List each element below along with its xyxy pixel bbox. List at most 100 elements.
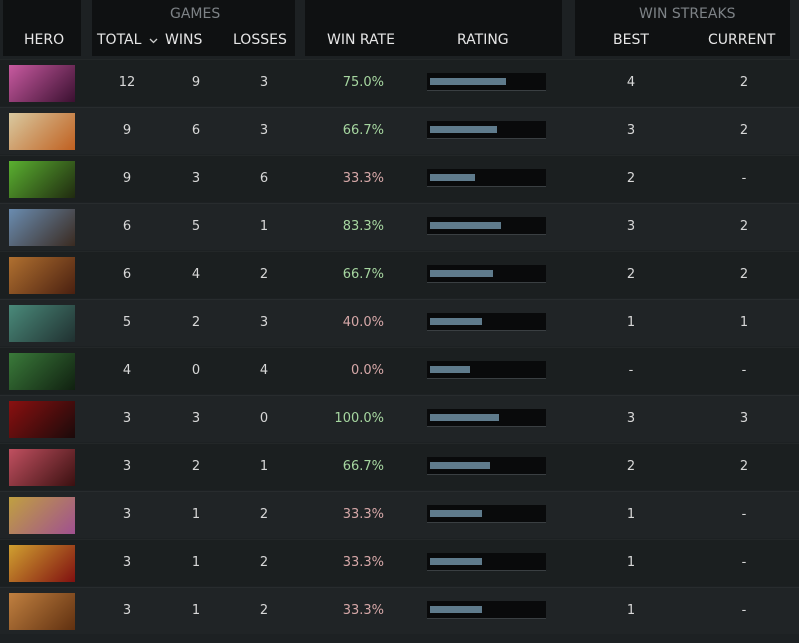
rating-bar — [430, 558, 482, 565]
table-row[interactable]: 3 3 0 3 3 100.0% — [0, 395, 799, 442]
column-header[interactable]: TOTAL — [97, 32, 142, 48]
cell-best: 1 — [626, 555, 636, 570]
cell-current: - — [741, 603, 747, 618]
cell-wins: 3 — [191, 171, 201, 186]
rating-bar — [430, 462, 490, 469]
rating-bar — [430, 222, 502, 229]
hero-portrait — [9, 449, 75, 486]
rating-track — [427, 457, 546, 475]
header-panel — [92, 0, 295, 56]
table-row[interactable]: 3 1 2 1 - 33.3% — [0, 539, 799, 586]
cell-win-rate: 33.3% — [342, 171, 384, 186]
table-row[interactable]: 12 9 3 4 2 75.0% — [0, 59, 799, 106]
cell-total: 9 — [122, 123, 132, 138]
column-header[interactable]: BEST — [613, 32, 649, 48]
cell-losses: 3 — [259, 123, 269, 138]
cell-total: 12 — [118, 75, 136, 90]
header-panel — [305, 0, 562, 56]
cell-current: 3 — [739, 411, 749, 426]
cell-current: - — [741, 363, 747, 378]
cell-win-rate: 66.7% — [342, 267, 384, 282]
hero-portrait — [9, 593, 75, 630]
table-row[interactable]: 4 0 4 - - 0.0% — [0, 347, 799, 394]
rating-track — [427, 361, 546, 379]
cell-losses: 3 — [259, 315, 269, 330]
hero-portrait — [9, 161, 75, 198]
rating-track — [427, 121, 546, 139]
cell-win-rate: 75.0% — [342, 75, 384, 90]
column-header[interactable]: WIN RATE — [327, 32, 395, 48]
rating-bar — [430, 606, 482, 613]
cell-best: 1 — [626, 603, 636, 618]
cell-win-rate: 100.0% — [334, 411, 384, 426]
rating-bar — [430, 174, 476, 181]
cell-current: - — [741, 171, 747, 186]
cell-wins: 3 — [191, 411, 201, 426]
table-row[interactable]: 5 2 3 1 1 40.0% — [0, 299, 799, 346]
cell-losses: 6 — [259, 171, 269, 186]
cell-wins: 1 — [191, 507, 201, 522]
cell-losses: 4 — [259, 363, 269, 378]
cell-best: 4 — [626, 75, 636, 90]
cell-current: 1 — [739, 315, 749, 330]
rating-track — [427, 505, 546, 523]
cell-total: 3 — [122, 603, 132, 618]
hero-portrait — [9, 497, 75, 534]
table-row[interactable]: 3 1 2 1 - 33.3% — [0, 587, 799, 634]
cell-wins: 4 — [191, 267, 201, 282]
cell-win-rate: 33.3% — [342, 603, 384, 618]
cell-total: 3 — [122, 411, 132, 426]
cell-best: 3 — [626, 411, 636, 426]
cell-total: 9 — [122, 171, 132, 186]
cell-wins: 1 — [191, 555, 201, 570]
column-header[interactable]: LOSSES — [233, 32, 287, 48]
column-header[interactable]: WINS — [165, 32, 203, 48]
hero-portrait — [9, 305, 75, 342]
cell-win-rate: 83.3% — [342, 219, 384, 234]
cell-win-rate: 0.0% — [350, 363, 384, 378]
cell-losses: 1 — [259, 459, 269, 474]
cell-losses: 2 — [259, 603, 269, 618]
column-header[interactable]: CURRENT — [708, 32, 776, 48]
cell-best: 2 — [626, 171, 636, 186]
cell-losses: 1 — [259, 219, 269, 234]
header-panel — [3, 0, 81, 56]
table-row[interactable]: 3 2 1 2 2 66.7% — [0, 443, 799, 490]
cell-losses: 2 — [259, 507, 269, 522]
cell-wins: 9 — [191, 75, 201, 90]
column-header[interactable]: RATING — [457, 32, 509, 48]
cell-losses: 0 — [259, 411, 269, 426]
cell-current: 2 — [739, 267, 749, 282]
rating-bar — [430, 366, 470, 373]
rating-bar — [430, 78, 506, 85]
cell-wins: 2 — [191, 459, 201, 474]
rating-bar — [430, 270, 494, 277]
hero-portrait — [9, 113, 75, 150]
cell-win-rate: 40.0% — [342, 315, 384, 330]
cell-win-rate: 33.3% — [342, 507, 384, 522]
rating-bar — [430, 126, 497, 133]
cell-best: 1 — [626, 315, 636, 330]
rating-track — [427, 409, 546, 427]
cell-current: 2 — [739, 219, 749, 234]
rating-track — [427, 73, 546, 91]
table-row[interactable]: 6 5 1 3 2 83.3% — [0, 203, 799, 250]
cell-best: 2 — [626, 459, 636, 474]
table-row[interactable]: 9 3 6 2 - 33.3% — [0, 155, 799, 202]
hero-portrait — [9, 401, 75, 438]
cell-total: 3 — [122, 507, 132, 522]
cell-total: 3 — [122, 459, 132, 474]
cell-losses: 2 — [259, 267, 269, 282]
rating-track — [427, 601, 546, 619]
column-header[interactable]: HERO — [24, 32, 65, 48]
table-row[interactable]: 9 6 3 3 2 66.7% — [0, 107, 799, 154]
rating-track — [427, 169, 546, 187]
cell-current: 2 — [739, 75, 749, 90]
table-row[interactable]: 6 4 2 2 2 66.7% — [0, 251, 799, 298]
rating-bar — [430, 510, 482, 517]
cell-best: - — [628, 363, 634, 378]
cell-current: - — [741, 507, 747, 522]
cell-total: 3 — [122, 555, 132, 570]
table-row[interactable]: 3 1 2 1 - 33.3% — [0, 491, 799, 538]
hero-portrait — [9, 545, 75, 582]
